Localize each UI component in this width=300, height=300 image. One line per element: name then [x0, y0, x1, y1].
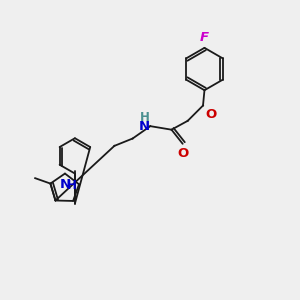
Text: N: N	[59, 178, 70, 191]
Text: O: O	[178, 147, 189, 160]
Text: F: F	[200, 31, 209, 44]
Text: N: N	[139, 120, 150, 133]
Text: H: H	[140, 111, 150, 124]
Text: H: H	[67, 179, 76, 192]
Text: O: O	[206, 108, 217, 121]
